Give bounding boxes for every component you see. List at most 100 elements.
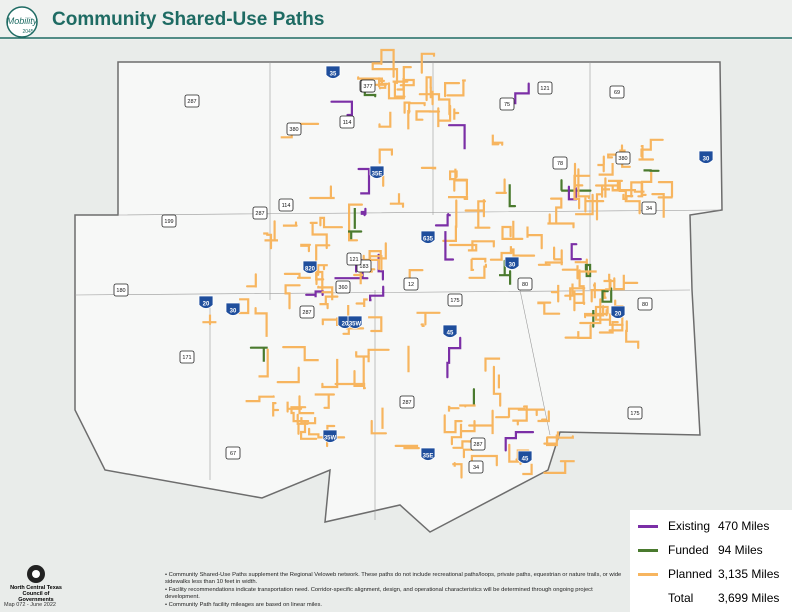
shared-use-path xyxy=(309,221,328,250)
shared-use-path xyxy=(403,101,411,114)
shared-use-path xyxy=(464,199,485,218)
shared-use-path xyxy=(543,460,575,474)
shared-use-path xyxy=(367,348,390,363)
interstate-shield: 30 xyxy=(504,256,520,270)
shared-use-path xyxy=(380,48,395,78)
shared-use-path xyxy=(378,148,393,164)
shield-label: 75 xyxy=(504,102,510,108)
shield-label: 121 xyxy=(349,257,358,263)
shield-shape xyxy=(499,97,515,111)
shared-use-path xyxy=(392,80,409,98)
shared-use-path xyxy=(319,295,339,310)
shield-label: 69 xyxy=(614,90,620,96)
shared-use-path xyxy=(570,243,582,261)
shared-use-path xyxy=(420,323,425,327)
legend-value: 94 Miles xyxy=(718,543,763,557)
shared-use-path xyxy=(543,434,558,447)
shield-label: 287 xyxy=(302,310,311,316)
shared-use-path xyxy=(484,357,501,372)
shield-shape xyxy=(627,406,643,420)
shared-use-path xyxy=(449,170,458,192)
shared-use-path xyxy=(370,419,387,435)
shared-use-path xyxy=(416,311,441,326)
shared-use-path xyxy=(425,76,432,102)
shared-use-path xyxy=(263,232,273,250)
note: • Community Shared-Use Paths supplement … xyxy=(165,572,622,586)
shared-use-path xyxy=(202,314,217,326)
shield-label: 380 xyxy=(289,127,298,133)
interstate-shield: 20 xyxy=(610,305,626,319)
shared-use-path xyxy=(637,172,653,198)
shared-use-path xyxy=(330,100,353,117)
shared-use-path xyxy=(625,320,640,349)
legend-swatch xyxy=(638,548,658,552)
shield-shape xyxy=(517,450,533,464)
shared-use-path xyxy=(601,177,610,191)
shared-use-path xyxy=(309,185,335,200)
shared-use-path xyxy=(491,134,504,146)
shield-label: 34 xyxy=(473,465,479,471)
shared-use-path xyxy=(394,444,420,450)
us-shield: 287 xyxy=(299,305,315,319)
shield-label: 635 xyxy=(423,237,434,243)
shield-shape xyxy=(615,151,631,165)
shared-use-path xyxy=(608,179,624,192)
shared-use-path xyxy=(460,420,476,433)
shared-use-path xyxy=(415,110,441,121)
shared-use-path xyxy=(448,124,466,150)
shield-shape xyxy=(442,324,458,338)
shared-use-path xyxy=(578,269,585,303)
shared-use-path xyxy=(276,366,300,384)
shared-use-path xyxy=(462,448,474,459)
shield-label: 114 xyxy=(282,203,291,209)
us-shield: 80 xyxy=(637,297,653,311)
shield-label: 20 xyxy=(203,302,210,308)
shared-use-path xyxy=(264,220,278,242)
highway-shields: 35 35E 35W 635 820 20 30 45 30 20 20 30 35E 45 35W 287 3… xyxy=(113,65,714,474)
shared-use-path xyxy=(387,79,405,100)
us-shield: 360 xyxy=(335,280,351,294)
shared-use-path xyxy=(595,184,604,221)
shared-use-path xyxy=(317,264,328,276)
shared-use-path xyxy=(601,287,613,303)
us-shield: 34 xyxy=(468,460,484,474)
shared-use-path xyxy=(594,305,611,321)
interstate-shield: 35W xyxy=(347,315,363,329)
shared-use-path xyxy=(254,307,268,337)
shield-shape xyxy=(552,156,568,170)
shield-shape xyxy=(113,283,129,297)
shared-use-path xyxy=(418,93,451,116)
org-name: North Central Texas Council of Governmen… xyxy=(10,585,62,603)
us-shield: 114 xyxy=(278,198,294,212)
legend-item: Existing 470 Miles xyxy=(638,516,788,536)
shield-label: 34 xyxy=(646,206,652,212)
shared-use-path xyxy=(504,431,535,452)
shared-use-path xyxy=(448,196,469,200)
shield-label: 78 xyxy=(557,161,563,167)
shield-label: 114 xyxy=(343,120,352,126)
shield-label: 35 xyxy=(330,72,337,78)
shared-use-path xyxy=(537,301,561,315)
path-network xyxy=(202,48,674,479)
shared-use-path xyxy=(300,421,318,440)
shared-use-path xyxy=(357,76,383,86)
us-shield: 287 xyxy=(252,206,268,220)
shield-shape xyxy=(447,293,463,307)
interstate-shield: 20 xyxy=(198,295,214,309)
shield-shape xyxy=(325,65,341,79)
shield-shape xyxy=(346,252,362,266)
shared-use-path xyxy=(470,454,498,467)
shared-use-path xyxy=(468,263,487,279)
legend-value: 3,699 Miles xyxy=(718,591,780,605)
shield-label: 180 xyxy=(116,288,125,294)
shared-use-path xyxy=(564,324,592,339)
shared-use-path xyxy=(368,316,383,333)
shared-use-path xyxy=(471,240,495,252)
shield-shape xyxy=(610,305,626,319)
shared-use-path xyxy=(447,405,460,412)
shared-use-path xyxy=(355,298,368,307)
shared-use-path xyxy=(246,273,257,288)
shared-use-path xyxy=(429,86,434,106)
region-boundary xyxy=(74,61,723,533)
shared-use-path xyxy=(284,284,301,310)
